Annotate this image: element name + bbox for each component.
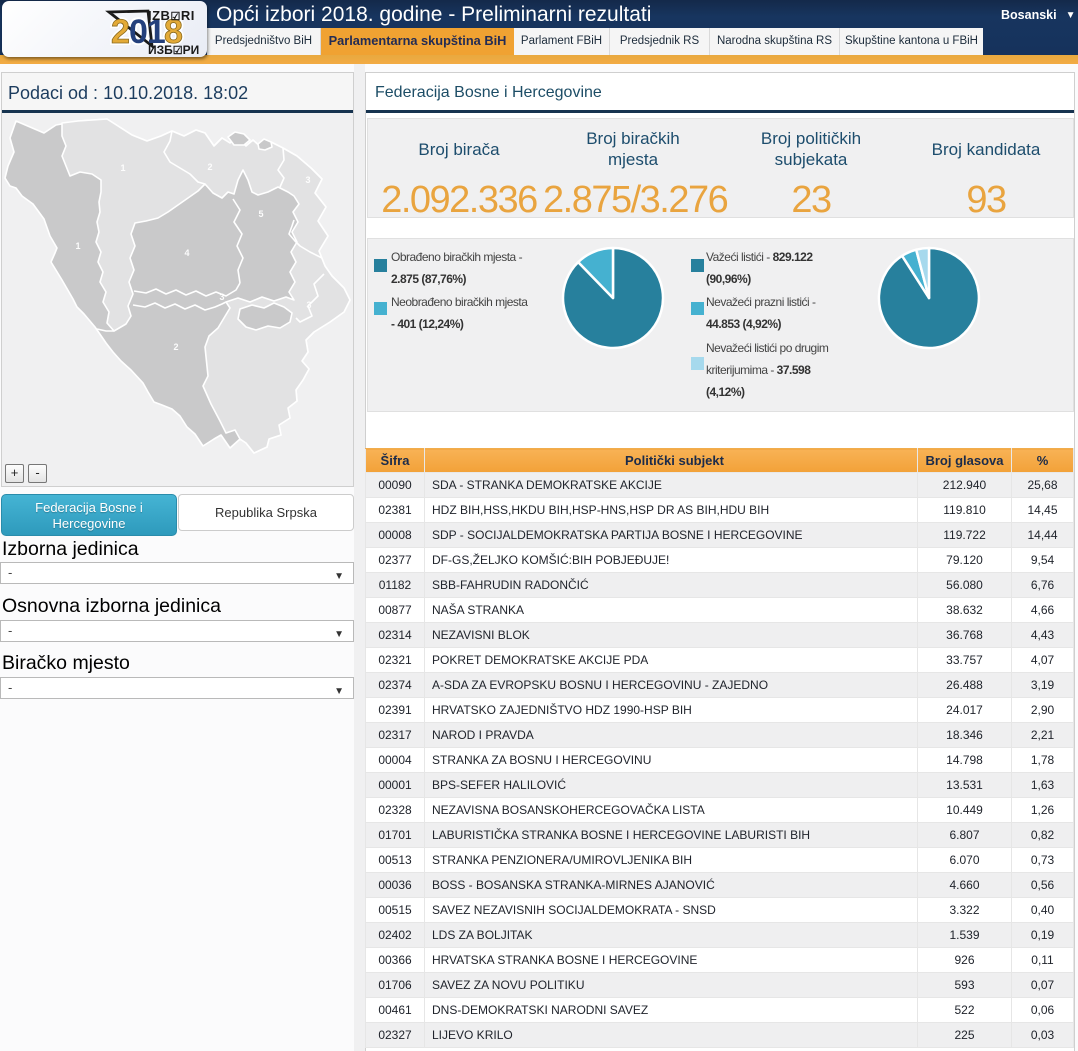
svg-text:2: 2 — [207, 162, 212, 172]
svg-text:2: 2 — [111, 13, 129, 51]
svg-text:3: 3 — [219, 292, 224, 302]
svg-text:01: 01 — [129, 13, 165, 51]
svg-text:3: 3 — [306, 300, 311, 310]
svg-text:01: 01 — [129, 13, 165, 51]
svg-text:ИЗБ☑РИ: ИЗБ☑РИ — [148, 43, 199, 57]
svg-text:8: 8 — [164, 13, 182, 51]
svg-text:2: 2 — [111, 13, 129, 51]
svg-text:4: 4 — [184, 248, 189, 258]
svg-text:5: 5 — [258, 209, 263, 219]
svg-text:IZB☑RI: IZB☑RI — [148, 8, 195, 23]
svg-text:1: 1 — [75, 241, 80, 251]
svg-text:3: 3 — [305, 175, 310, 185]
svg-text:2: 2 — [173, 342, 178, 352]
svg-text:8: 8 — [164, 13, 182, 51]
svg-text:1: 1 — [120, 163, 125, 173]
